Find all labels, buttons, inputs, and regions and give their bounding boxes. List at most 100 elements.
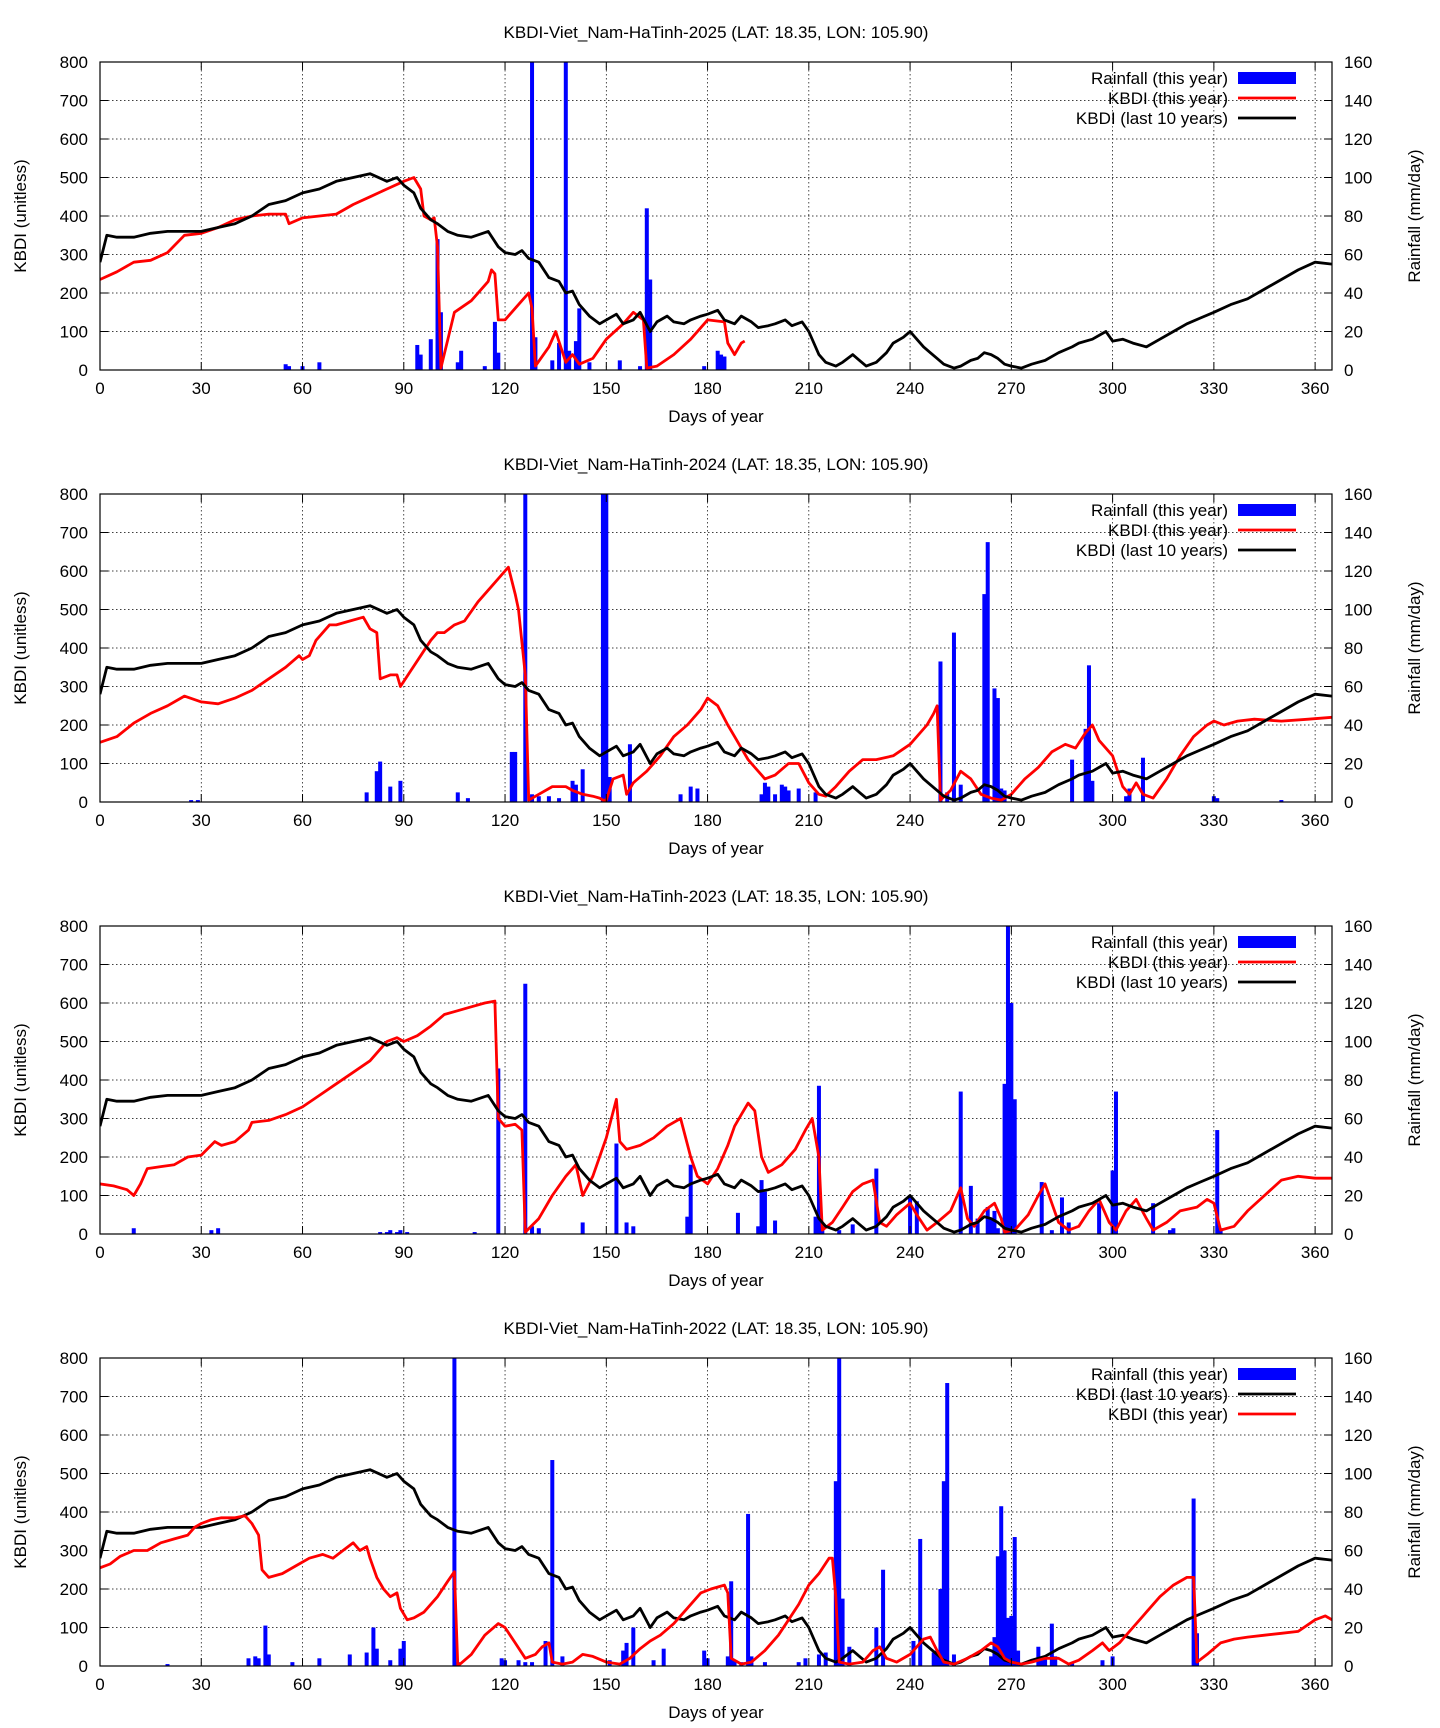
rainfall-bar <box>563 62 568 370</box>
rainfall-bar <box>617 360 622 370</box>
rainfall-bar <box>455 792 460 802</box>
x-tick-label: 60 <box>293 1243 312 1262</box>
rainfall-bar <box>621 1650 626 1666</box>
rainfall-bar <box>911 1640 916 1666</box>
rainfall-bar <box>766 786 771 802</box>
chart-panel: 0100200300400500600700800020406080100120… <box>11 1319 1424 1722</box>
rainfall-bar <box>786 790 791 802</box>
rainfall-bar <box>759 1180 764 1234</box>
y-tick-label: 500 <box>60 601 88 620</box>
y-axis-label: KBDI (unitless) <box>11 1455 30 1568</box>
x-tick-label: 120 <box>491 1675 519 1694</box>
y-tick-label: 600 <box>60 994 88 1013</box>
rainfall-bar <box>1113 1091 1118 1234</box>
rainfall-bar <box>614 1143 619 1234</box>
x-tick-label: 0 <box>95 1243 104 1262</box>
x-tick-label: 240 <box>896 1243 924 1262</box>
rainfall-bar <box>908 1197 913 1234</box>
y2-tick-label: 40 <box>1344 284 1363 303</box>
y2-tick-label: 60 <box>1344 1110 1363 1129</box>
x-tick-label: 30 <box>192 1675 211 1694</box>
y-tick-label: 0 <box>79 793 88 812</box>
rainfall-bar <box>536 1228 541 1234</box>
legend-swatch-rainfall <box>1238 504 1296 516</box>
rainfall-bar <box>364 792 369 802</box>
rainfall-bar <box>631 1226 636 1234</box>
y-tick-label: 600 <box>60 562 88 581</box>
y2-tick-label: 140 <box>1344 956 1372 975</box>
rainfall-bar <box>550 1460 555 1666</box>
plot-area <box>100 494 1332 802</box>
y-tick-label: 200 <box>60 1148 88 1167</box>
x-tick-label: 360 <box>1301 379 1329 398</box>
legend-label: Rainfall (this year) <box>1091 933 1228 952</box>
x-tick-label: 270 <box>997 1243 1025 1262</box>
y-tick-label: 0 <box>79 1225 88 1244</box>
rainfall-bar <box>837 1358 842 1666</box>
rainfall-bar <box>762 782 767 802</box>
y-tick-label: 0 <box>79 1657 88 1676</box>
legend-label: KBDI (last 10 years) <box>1076 541 1228 560</box>
x-axis-label: Days of year <box>668 407 764 426</box>
y2-tick-label: 80 <box>1344 1503 1363 1522</box>
y2-tick-label: 40 <box>1344 1148 1363 1167</box>
rainfall-bar <box>1097 1203 1102 1234</box>
rainfall-bar <box>263 1625 268 1666</box>
y2-tick-label: 120 <box>1344 994 1372 1013</box>
x-tick-label: 240 <box>896 379 924 398</box>
rainfall-bar <box>989 1656 994 1666</box>
rainfall-bar <box>989 1218 994 1234</box>
x-tick-label: 30 <box>192 811 211 830</box>
rainfall-bar <box>935 1650 940 1666</box>
y2-tick-label: 140 <box>1344 92 1372 111</box>
rainfall-bar <box>1039 1182 1044 1234</box>
rainfall-bar <box>850 1224 855 1234</box>
rainfall-bar <box>455 362 460 370</box>
rainfall-bar <box>415 344 420 370</box>
kbdi-this-year-line <box>100 999 1332 1234</box>
rainfall-bar <box>958 784 963 802</box>
rainfall-bar <box>580 1222 585 1234</box>
y-tick-label: 300 <box>60 678 88 697</box>
rainfall-bar <box>1124 796 1129 802</box>
y-tick-label: 500 <box>60 1033 88 1052</box>
y2-tick-label: 140 <box>1344 1388 1372 1407</box>
rainfall-bar <box>536 796 541 802</box>
rainfall-bar <box>992 688 997 802</box>
rainfall-bar <box>428 339 433 370</box>
kbdi-this-year-line <box>100 565 1332 802</box>
x-tick-label: 90 <box>394 379 413 398</box>
rainfall-bar <box>1053 1656 1058 1666</box>
y2-tick-label: 160 <box>1344 53 1372 72</box>
x-tick-label: 0 <box>95 379 104 398</box>
y-tick-label: 400 <box>60 639 88 658</box>
y2-tick-label: 20 <box>1344 755 1363 774</box>
rainfall-bar <box>1167 1230 1172 1234</box>
x-tick-label: 180 <box>693 1243 721 1262</box>
rainfall-bar <box>472 1232 477 1234</box>
y2-axis-label: Rainfall (mm/day) <box>1405 1013 1424 1146</box>
legend-label: KBDI (this year) <box>1108 953 1228 972</box>
rainfall-bar <box>317 1658 322 1666</box>
x-axis-label: Days of year <box>668 1703 764 1722</box>
rainfall-bar <box>496 1068 501 1234</box>
rainfall-bar <box>796 788 801 802</box>
x-tick-label: 270 <box>997 1675 1025 1694</box>
rainfall-bar <box>951 1654 956 1666</box>
rainfall-bar <box>604 494 609 802</box>
rainfall-bar <box>746 1513 751 1666</box>
x-tick-label: 180 <box>693 1675 721 1694</box>
rainfall-bar <box>995 1228 1000 1234</box>
x-tick-label: 180 <box>693 379 721 398</box>
x-tick-label: 300 <box>1098 1675 1126 1694</box>
rainfall-bar <box>374 771 379 802</box>
rainfall-bar <box>482 366 487 370</box>
x-tick-label: 210 <box>795 1675 823 1694</box>
rainfall-bar <box>216 1228 221 1234</box>
rainfall-bar <box>796 1662 801 1666</box>
y-tick-label: 0 <box>79 361 88 380</box>
rainfall-bar <box>347 1654 352 1666</box>
rainfall-bar <box>685 1216 690 1234</box>
